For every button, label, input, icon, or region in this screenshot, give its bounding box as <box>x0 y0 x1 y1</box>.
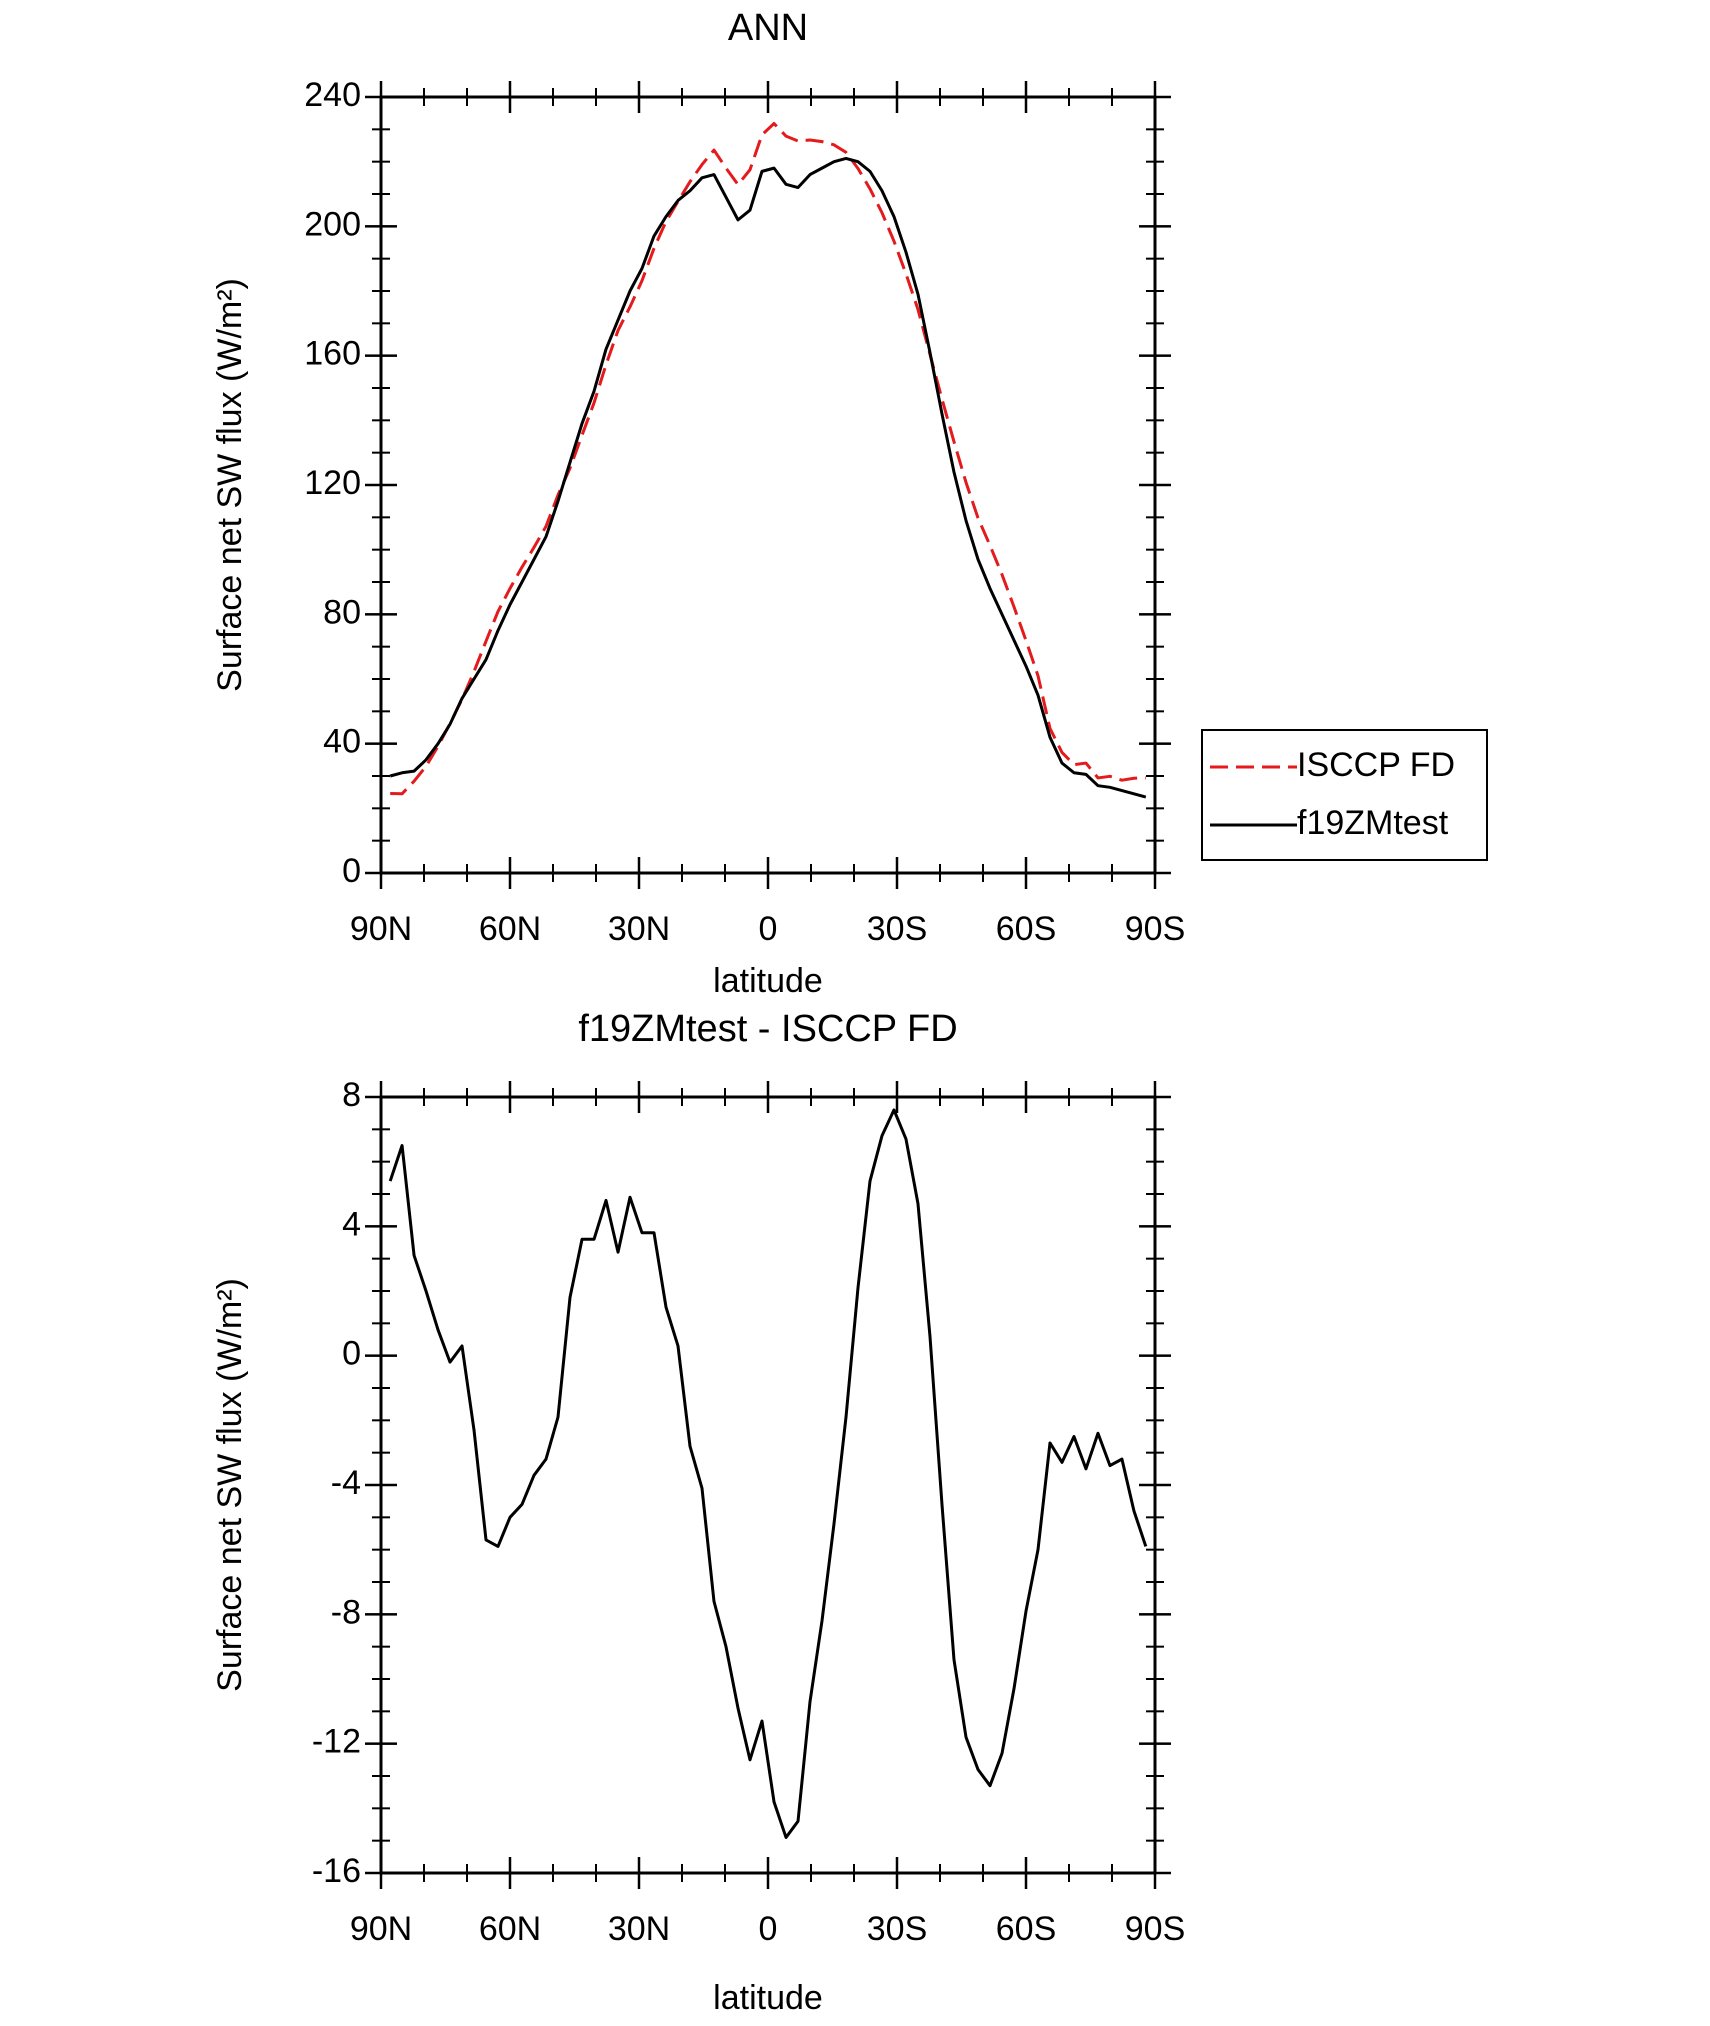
y-tick-label: 4 <box>342 1205 361 1243</box>
y-tick-label: 80 <box>323 593 361 631</box>
y-tick-label: 0 <box>342 852 361 890</box>
chart-title: f19ZMtest - ISCCP FD <box>578 1008 957 1050</box>
y-tick-label: -16 <box>312 1852 361 1890</box>
x-tick-label: 60S <box>996 910 1057 948</box>
x-tick-label: 30N <box>608 910 670 948</box>
chart-title: ANN <box>728 7 808 49</box>
x-tick-label: 30N <box>608 1910 670 1948</box>
plot-frame <box>379 1095 1157 1875</box>
legend-label: f19ZMtest <box>1297 804 1449 842</box>
series-line <box>389 156 1147 799</box>
x-axis-label: latitude <box>713 1979 823 2017</box>
y-tick-label: 160 <box>304 335 361 373</box>
x-axis-label: latitude <box>713 962 823 1000</box>
x-tick-label: 90S <box>1125 910 1186 948</box>
y-tick-label: 0 <box>342 1335 361 1373</box>
y-tick-label: -4 <box>331 1464 361 1502</box>
y-tick-label: -8 <box>331 1593 361 1631</box>
plot-frame <box>379 95 1157 875</box>
x-tick-label: 90N <box>350 1910 412 1948</box>
x-tick-label: 90S <box>1125 1910 1186 1948</box>
y-tick-label: 8 <box>342 1076 361 1114</box>
legend-label: ISCCP FD <box>1297 746 1455 784</box>
x-tick-label: 90N <box>350 910 412 948</box>
y-axis-label: Surface net SW flux (W/m²) <box>211 278 249 692</box>
x-tick-label: 60S <box>996 1910 1057 1948</box>
x-tick-label: 60N <box>479 1910 541 1948</box>
y-tick-label: 120 <box>304 464 361 502</box>
legend-box <box>1201 729 1488 861</box>
series-line <box>390 122 1146 796</box>
x-tick-label: 0 <box>759 1910 778 1948</box>
x-tick-label: 60N <box>479 910 541 948</box>
x-tick-label: 30S <box>867 1910 928 1948</box>
y-tick-label: 40 <box>323 723 361 761</box>
y-tick-label: 240 <box>304 76 361 114</box>
y-tick-label: 200 <box>304 205 361 243</box>
x-tick-label: 30S <box>867 910 928 948</box>
y-axis-label: Surface net SW flux (W/m²) <box>211 1278 249 1692</box>
series-line <box>388 1108 1148 1839</box>
y-tick-label: -12 <box>312 1723 361 1761</box>
x-tick-label: 0 <box>759 910 778 948</box>
